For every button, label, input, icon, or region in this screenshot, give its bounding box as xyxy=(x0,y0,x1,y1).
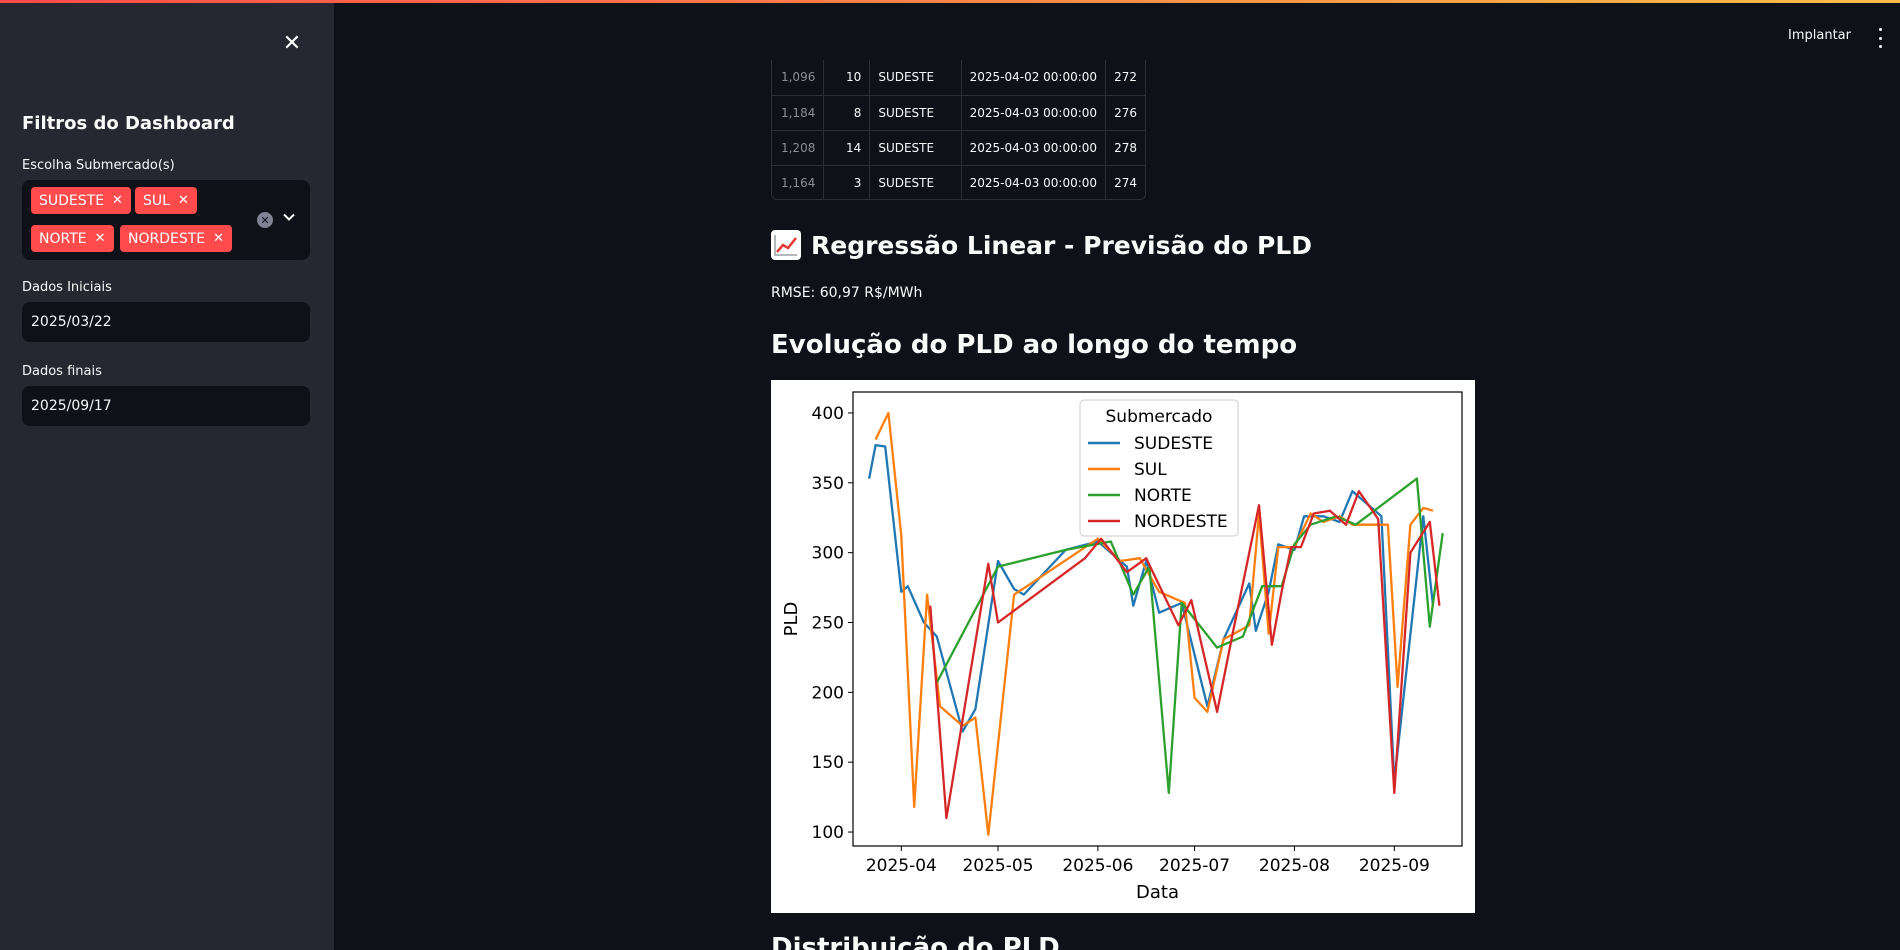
remove-tag-icon[interactable]: ✕ xyxy=(94,231,106,246)
table-cell[interactable]: SUDESTE xyxy=(869,130,962,166)
table-cell[interactable]: 274 xyxy=(1114,175,1137,190)
pld-line-chart: 100 150 200 250 300 350 400 2025-04 2025-05 2025-… xyxy=(771,380,1475,913)
tag-nordeste[interactable]: NORDESTE ✕ xyxy=(120,225,233,252)
y-tick-label: 100 xyxy=(812,823,844,843)
legend-title: Submercado xyxy=(1106,407,1213,427)
table-cell[interactable]: 2025-04-03 00:00:00 xyxy=(961,165,1107,199)
table-cell[interactable]: 278 xyxy=(1105,130,1145,166)
next-section-title: Distribuição do PLD xyxy=(771,933,1060,950)
submercado-label: Escolha Submercado(s) xyxy=(22,158,175,173)
end-date-label: Dados finais xyxy=(22,364,102,379)
tag-sudeste[interactable]: SUDESTE ✕ xyxy=(31,187,131,214)
data-table[interactable]: 1,096 10 SUDESTE 2025-04-02 00:00:00 272 1,18… xyxy=(771,60,1146,200)
remove-tag-icon[interactable]: ✕ xyxy=(112,193,123,208)
sidebar: ✕ Filtros do Dashboard Escolha Submercad… xyxy=(0,3,334,950)
table-cell[interactable]: 8 xyxy=(823,95,871,131)
table-cell[interactable]: SUDESTE xyxy=(869,60,962,96)
table-row[interactable]: 1,184 8 SUDESTE 2025-04-03 00:00:00 276 xyxy=(772,95,1145,131)
plot-frame xyxy=(852,391,1463,847)
table-cell[interactable]: SUDESTE xyxy=(869,165,962,199)
legend-entry: SUL xyxy=(1134,460,1167,480)
table-cell[interactable]: 1,164 xyxy=(772,165,825,199)
series-line-nordeste xyxy=(929,490,1441,820)
chart-increasing-icon xyxy=(771,230,801,260)
vertical-dots-icon[interactable] xyxy=(1874,28,1886,48)
y-tick-label: 150 xyxy=(812,753,844,773)
table-row[interactable]: 1,208 14 SUDESTE 2025-04-03 00:00:00 278 xyxy=(772,130,1145,166)
x-tick-label: 2025-09 xyxy=(1359,856,1430,876)
remove-tag-icon[interactable]: ✕ xyxy=(213,231,225,246)
section-title: Regressão Linear - Previsão do PLD xyxy=(771,230,1312,260)
close-sidebar-button[interactable]: ✕ xyxy=(278,29,306,57)
x-axis-label: Data xyxy=(1136,882,1179,903)
y-tick-label: 250 xyxy=(812,613,844,633)
y-axis-label: PLD xyxy=(781,602,802,637)
table-cell[interactable]: 10 xyxy=(823,60,871,96)
table-cell[interactable]: 1,096 xyxy=(772,60,825,96)
table-cell[interactable]: 2025-04-03 00:00:00 xyxy=(961,130,1107,166)
submercado-multiselect[interactable]: SUDESTE ✕ SUL ✕ NORTE ✕ NORDESTE ✕ ✕ xyxy=(22,180,310,260)
tag-sul[interactable]: SUL ✕ xyxy=(135,187,197,214)
start-date-input[interactable] xyxy=(22,302,310,342)
y-tick-label: 400 xyxy=(812,404,844,424)
table-cell[interactable]: 272 xyxy=(1105,60,1145,96)
table-row[interactable]: 1,096 10 SUDESTE 2025-04-02 00:00:00 272 xyxy=(772,60,1145,96)
table-cell[interactable]: 2025-04-02 00:00:00 xyxy=(961,60,1107,96)
table-cell[interactable]: 1,184 xyxy=(772,95,825,131)
tag-norte[interactable]: NORTE ✕ xyxy=(31,225,114,252)
x-tick-label: 2025-06 xyxy=(1062,856,1133,876)
start-date-label: Dados Iniciais xyxy=(22,280,112,295)
remove-tag-icon[interactable]: ✕ xyxy=(177,193,189,208)
table-cell[interactable]: SUDESTE xyxy=(869,95,962,131)
y-tick-label: 300 xyxy=(812,544,844,564)
top-decoration-bar xyxy=(0,0,1900,3)
chevron-down-icon[interactable] xyxy=(280,208,298,226)
table-cell[interactable]: 276 xyxy=(1105,95,1145,131)
x-tick-label: 2025-07 xyxy=(1159,856,1230,876)
y-tick-label: 200 xyxy=(812,683,844,703)
table-cell[interactable]: 1,208 xyxy=(772,130,825,166)
sidebar-title: Filtros do Dashboard xyxy=(22,113,235,134)
legend-entry: SUDESTE xyxy=(1134,434,1213,454)
rmse-text: RMSE: 60,97 R$/MWh xyxy=(771,285,923,301)
table-cell[interactable]: 2025-04-03 00:00:00 xyxy=(961,95,1107,131)
table-row[interactable]: 1,164 3 SUDESTE 2025-04-03 00:00:00 274 xyxy=(772,165,1145,199)
x-tick-label: 2025-05 xyxy=(962,856,1033,876)
legend-entry: NORDESTE xyxy=(1134,512,1228,532)
table-cell[interactable]: 3 xyxy=(823,165,871,199)
x-tick-label: 2025-04 xyxy=(866,856,937,876)
legend-box xyxy=(1079,399,1239,537)
chart-title: Evolução do PLD ao longo do tempo xyxy=(771,330,1298,360)
legend-entry: NORTE xyxy=(1134,486,1192,506)
x-tick-label: 2025-08 xyxy=(1259,856,1330,876)
series-line-norte xyxy=(935,477,1444,795)
y-tick-label: 350 xyxy=(812,474,844,494)
close-icon: ✕ xyxy=(282,30,302,56)
end-date-input[interactable] xyxy=(22,386,310,426)
clear-all-icon[interactable]: ✕ xyxy=(257,212,273,228)
deploy-button[interactable]: Implantar xyxy=(1788,28,1851,43)
table-cell[interactable]: 14 xyxy=(823,130,871,166)
